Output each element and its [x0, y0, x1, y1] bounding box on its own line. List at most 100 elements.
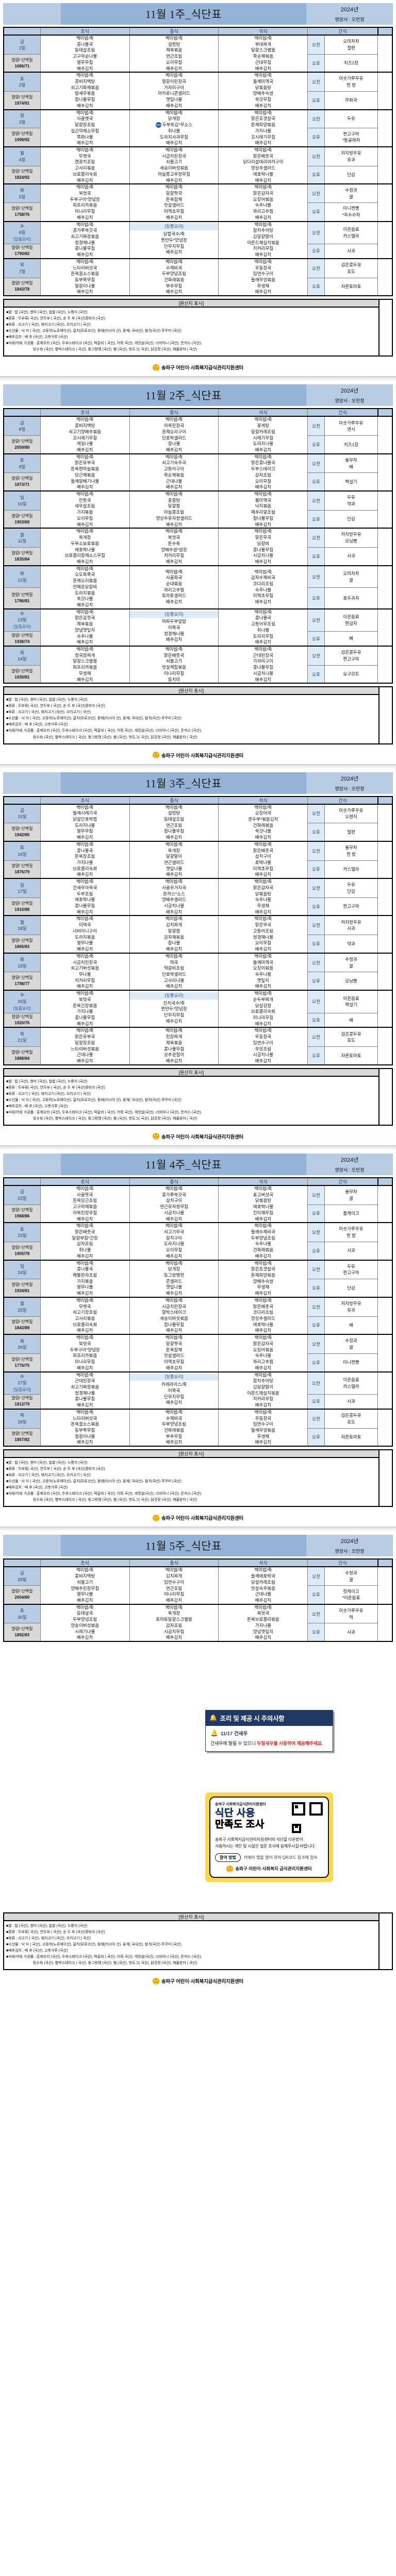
dish-item: 백미밥/죽 [165, 647, 183, 652]
dish-item: 배추김치 [166, 637, 183, 642]
dish-item: 김달걀말이 [253, 234, 273, 239]
dish-item: 달걀장조림 [75, 1040, 95, 1045]
dish-item: 맑은감자국 [253, 1341, 273, 1346]
dish-item: 백미밥/죽 [76, 953, 94, 959]
breakfast-cell: 백미밥/죽 느타리버섯국 돈육굴소스볶음 동부묵무침 얼갈이나물 배추김치 [40, 1408, 130, 1447]
dish-item: 배추김치 [166, 909, 183, 914]
dish-item: 브로콜리숙회 [73, 171, 97, 177]
dish-item: 배추김치 [166, 1439, 183, 1445]
dish-item: 시금치나물 [163, 903, 185, 909]
dish-item: 꽃게탕 [257, 423, 270, 429]
dinner-cell: 백미밥/죽 참치추어탕 김달걀말이 아몬드채실치볶음 치커리무침 배추김치 [218, 1371, 308, 1410]
dish-item: 치커리무침 [253, 246, 273, 251]
dish-item: 육개장 [78, 535, 91, 540]
day-cell: 금 29일 [3, 1566, 41, 1586]
day-date: 20일 [18, 998, 27, 1004]
snack-am-cell: 미숫가루우유 찐 밤 [324, 1222, 378, 1242]
dish-item: 도라지나물 [75, 822, 95, 828]
snack-am-cell: 두유 찐고구마 [324, 1259, 378, 1280]
snack-pm-cell: 백설기 [324, 472, 378, 492]
dish-item: 너비아니구이 [73, 928, 97, 934]
snack-item: 이온음료 [343, 614, 359, 620]
dish-item: 달걀장조림 [75, 122, 95, 128]
dish-item: 오징어볶음 [253, 1347, 273, 1352]
origin-title: [원산지 표시] [3, 1449, 380, 1459]
snack-am-label: 오전 [307, 221, 325, 245]
snack-item: 검은콩두유 [341, 1031, 361, 1037]
table-row: 일 10일 백미밥/죽 만둣국 새우살조림 가지볶음 오이무침 배추김치 백미밥/죽 홍합탕 달걀찜… [3, 490, 393, 529]
dish-item: 감자조림 [166, 1622, 183, 1628]
day-date: 6일 [19, 230, 26, 235]
dish-item: 단무지무침 [163, 243, 185, 249]
dish-item: 배추김치 [77, 872, 93, 877]
origin-line: ■콩류 : 두부류( 국산), 연두부 ( 국산), 순 두 부 (국산)콩비지… [6, 704, 105, 708]
dish-item: 미나리무침 [163, 670, 185, 676]
dish-item: 치커리무침 [163, 553, 185, 558]
dish-item: 백미밥/죽 [165, 1409, 183, 1415]
origin-line-cont: 탕수육 (국산), 함박스테이크 ( 국산), 동그랑땡 (국산), 햄 (국산… [33, 735, 197, 739]
dish-item: 훈제오리구이 [162, 429, 186, 434]
dish-item: 배추김치 [166, 946, 183, 952]
dish-item: 백미밥/죽 [165, 1260, 183, 1266]
dish-item: 백미밥/죽 [254, 417, 272, 422]
dish-item: 양송이버섯볶음 [71, 1622, 100, 1628]
dish-item: 캔꽁치조림 [75, 159, 95, 165]
dinner-cell: 백미밥/죽 맑은콩나물국 두부스테이크 감자조림 오이무침 배추김치 [218, 453, 308, 492]
snack-am-cell: 저지방우유 유과 [324, 1296, 378, 1317]
dish-item: 배추김치 [77, 1635, 93, 1640]
dish-item: 참치추어탕 [253, 228, 273, 233]
snack-item: 저지방우유 [341, 1300, 361, 1306]
survey-inner: 송파구 사회복지급식관리지원센터 식단 사용 만족도 조사 송파구 사회복지급식관리지… [209, 1796, 329, 1878]
dish-item: 백미밥/죽 [254, 609, 272, 615]
title-center: 11월 5주_식단표 [61, 1535, 306, 1557]
center-logo: 송파구 어린이·사회복지급식관리지원센터 [3, 1507, 393, 1527]
dish-item: 백미밥/죽 [76, 1028, 94, 1033]
dish-item: 배추김치 [166, 103, 183, 108]
qr-code-icon[interactable] [291, 1801, 323, 1834]
dish-item: 얼갈이나물 [75, 1433, 95, 1439]
dish-item: 단무지무침 [163, 1394, 185, 1399]
dinner-cell: 백미밥/죽 콩나물국 고등어무조림 취나물 도라지무침 배추김치 [218, 608, 308, 647]
dinner-cell: 백미밥/죽 물미역국 낙지볶음 메추리알조림 참나물무침 배추김치 [218, 490, 308, 529]
kcal-label: 열량/ 단백질 [11, 668, 33, 673]
dish-item: 미역초무침 [253, 866, 273, 871]
dish-item: 달걀부침*간장 [72, 1235, 98, 1241]
dish-item: 백미밥/죽 [76, 110, 94, 115]
lunch-cell: 백미밥/죽 수제비국 두부양념조림 건파래볶음 부추무침 배추김치 [129, 258, 219, 296]
tail-cell [377, 1184, 393, 1223]
lunch-cell: 백미밥/죽 수제비국 두부양념조림 건파래볶음 부추무침 배추김치 [129, 1408, 219, 1447]
dish-item: 숙주나물 [255, 587, 271, 592]
dish-item: 숙주나물 [255, 1241, 271, 1247]
dish-item: 취나물 [168, 128, 180, 133]
lunch-cell: 백미밥/죽 떡국 떡갈비조림 단호박샐러드 고사리나물 배추김치 [129, 952, 219, 991]
dish-item: 백미밥/죽 [165, 1567, 183, 1573]
snack-am-cell: 검은콩두유 포도 [324, 258, 378, 278]
header-tail [377, 1558, 393, 1568]
dish-item: 배추김치 [255, 177, 271, 183]
breakfast-cell: 백미밥/죽 건새우아욱국 두부조림 애호박나물 콩나물무침 배추김치 [40, 878, 130, 916]
dish-item: 느타리버섯국 [73, 1415, 97, 1421]
dish-item: 두부양념조림 [73, 1617, 97, 1622]
origin-title: [원산지 표시] [3, 686, 380, 696]
tail-cell [377, 840, 393, 879]
dish-item: 배추김치 [255, 140, 271, 146]
snack-am-cell: 미숫가루우유 찐 밤 [324, 72, 378, 92]
day-cell: 화 19일 [3, 952, 41, 973]
table-header-row: 조식 중식 석식 간식 [3, 1177, 393, 1186]
dish-item: 상추겉절이 [163, 1052, 185, 1058]
dish-item: 동부묵무침 [75, 1427, 95, 1433]
dish-item: 참나물무침 [75, 97, 95, 103]
dish-item: 백미밥/죽 [254, 1185, 272, 1191]
dish-item: 열무나물 [77, 1591, 93, 1597]
dish-item: 쪽파나물 [77, 134, 93, 140]
breakfast-cell: 백미밥/죽 북엇국 두부구이*양념장 파프리카볶음 미나리무침 배추김치 [40, 183, 130, 222]
dish-item: 백미밥/죽 [76, 804, 94, 810]
dish-item: 깻잎지 [257, 977, 270, 983]
table-row-kcal: 열량/ 단백질 1892/83 오후 사과 [3, 1623, 392, 1642]
day-date: 14일 [18, 656, 27, 662]
dish-item: 오징어국 [255, 810, 271, 816]
snack-item: 사과 [347, 926, 355, 931]
kcal-label: 열량/ 단백질 [11, 1319, 33, 1325]
survey-card[interactable]: 송파구 사회복지급식관리지원센터 식단 사용 만족도 조사 송파구 사회복지급식관리지… [205, 1792, 333, 1882]
dish-item: 우동장국 [255, 1415, 271, 1421]
